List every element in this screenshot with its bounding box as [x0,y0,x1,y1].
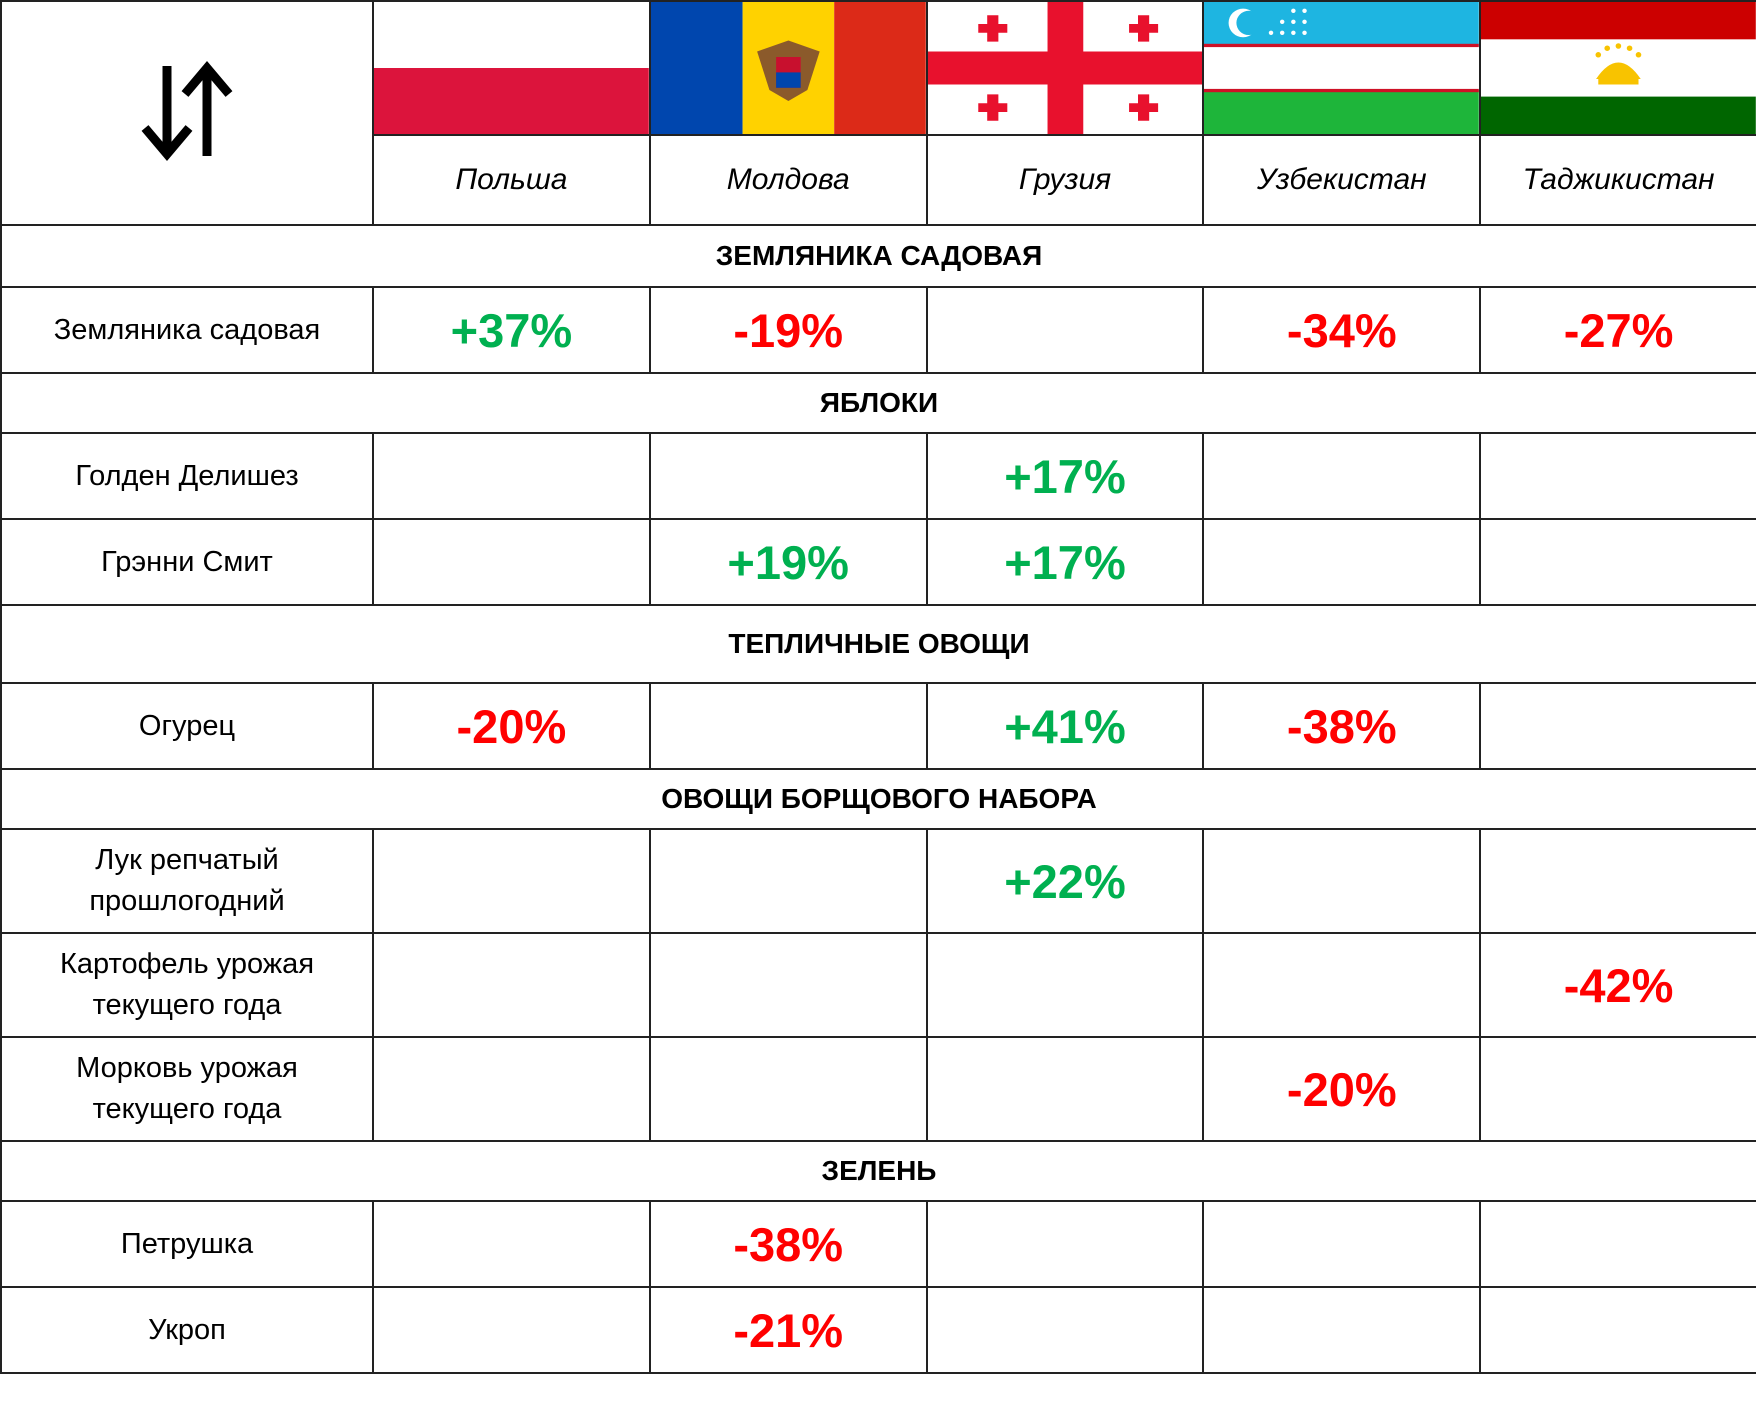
change-value: +22% [925,828,1205,934]
price-table: Польша Молдова Грузия Узбекистан Таджики… [0,0,1756,1374]
change-value: +41% [925,682,1205,770]
header: Польша Молдова Грузия Узбекистан Таджики… [0,0,1756,226]
section-row: ЯБЛОКИ [0,372,1756,434]
empty-cell [1202,1200,1482,1288]
change-value: +17% [925,432,1205,520]
country-name: Узбекистан [1202,134,1482,226]
empty-cell [372,932,651,1038]
empty-cell [1479,432,1756,520]
empty-cell [925,286,1205,374]
section-row: ЗЕМЛЯНИКА САДОВАЯ [0,224,1756,288]
item-label: Петрушка [0,1200,374,1288]
item-row: Голден Делишез +17% [0,432,1756,520]
empty-cell [372,432,651,520]
item-label: Голден Делишез [0,432,374,520]
item-label: Морковь урожая текущего года [0,1036,374,1142]
change-value: -34% [1202,286,1482,374]
empty-cell [1479,1200,1756,1288]
empty-cell [372,1200,651,1288]
empty-cell [1479,682,1756,770]
item-row: Укроп -21% [0,1286,1756,1374]
sort-icon [141,60,233,161]
empty-cell [925,1200,1205,1288]
empty-cell [1202,828,1482,934]
change-value: -20% [372,682,651,770]
empty-cell [1202,1286,1482,1374]
change-value: +37% [372,286,651,374]
item-label: Лук репчатый прошлогодний [0,828,374,934]
item-label: Земляника садовая [0,286,374,374]
flag-tajikistan [1479,0,1756,136]
section-title: ЯБЛОКИ [0,372,1756,434]
country-name: Таджикистан [1479,134,1756,226]
section-row: ЗЕЛЕНЬ [0,1140,1756,1202]
section-row: ТЕПЛИЧНЫЕ ОВОЩИ [0,604,1756,684]
empty-cell [1202,432,1482,520]
sort-icon-cell [0,0,374,226]
flag-moldova [648,0,928,136]
empty-cell [925,1036,1205,1142]
change-value: -19% [648,286,928,374]
flag-georgia [925,0,1205,136]
item-label: Картофель урожая текущего года [0,932,374,1038]
change-value: +17% [925,518,1205,606]
empty-cell [372,1286,651,1374]
item-row: Грэнни Смит +19% +17% [0,518,1756,606]
section-title: ЗЕМЛЯНИКА САДОВАЯ [0,224,1756,288]
empty-cell [372,1036,651,1142]
section-row: ОВОЩИ БОРЩОВОГО НАБОРА [0,768,1756,830]
item-label: Укроп [0,1286,374,1374]
item-row: Земляника садовая +37% -19% -34% -27% [0,286,1756,374]
item-label: Грэнни Смит [0,518,374,606]
item-row: Морковь урожая текущего года -20% [0,1036,1756,1142]
empty-cell [1479,1036,1756,1142]
item-row: Лук репчатый прошлогодний +22% [0,828,1756,934]
section-title: ОВОЩИ БОРЩОВОГО НАБОРА [0,768,1756,830]
item-row: Петрушка -38% [0,1200,1756,1288]
table-body: ЗЕМЛЯНИКА САДОВАЯ Земляника садовая +37% -1… [0,224,1756,1374]
empty-cell [648,1036,928,1142]
section-title: ТЕПЛИЧНЫЕ ОВОЩИ [0,604,1756,684]
country-name: Молдова [648,134,928,226]
empty-cell [648,932,928,1038]
empty-cell [1479,828,1756,934]
empty-cell [925,1286,1205,1374]
change-value: +19% [648,518,928,606]
change-value: -20% [1202,1036,1482,1142]
empty-cell [372,518,651,606]
change-value: -27% [1479,286,1756,374]
change-value: -38% [1202,682,1482,770]
empty-cell [648,828,928,934]
empty-cell [1202,518,1482,606]
flag-uzbekistan [1202,0,1482,136]
country-name: Грузия [925,134,1205,226]
change-value: -21% [648,1286,928,1374]
empty-cell [648,432,928,520]
item-label: Огурец [0,682,374,770]
empty-cell [648,682,928,770]
empty-cell [372,828,651,934]
item-row: Картофель урожая текущего года -42% [0,932,1756,1038]
flag-poland [372,0,651,136]
empty-cell [925,932,1205,1038]
country-name: Польша [372,134,651,226]
change-value: -42% [1479,932,1756,1038]
section-title: ЗЕЛЕНЬ [0,1140,1756,1202]
item-row: Огурец -20% +41% -38% [0,682,1756,770]
empty-cell [1202,932,1482,1038]
empty-cell [1479,1286,1756,1374]
empty-cell [1479,518,1756,606]
change-value: -38% [648,1200,928,1288]
